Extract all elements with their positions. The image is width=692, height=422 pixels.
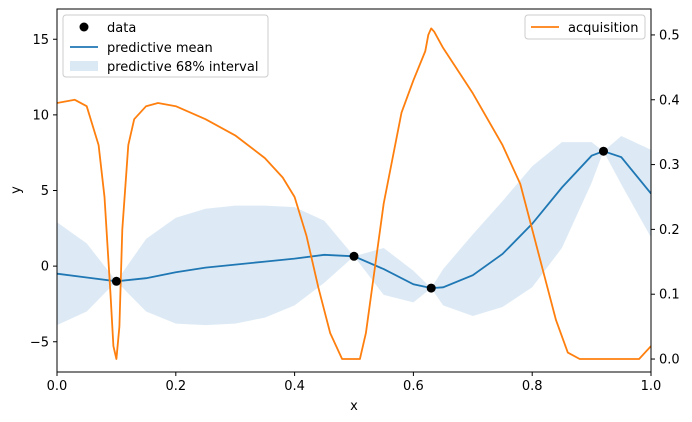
y-tick-label: −5 bbox=[30, 335, 49, 350]
y-axis-label: y bbox=[9, 186, 24, 194]
y-axis-left: −5 0 5 10 15 bbox=[30, 33, 57, 350]
data-points-layer bbox=[111, 146, 608, 293]
legend-interval-label: predictive 68% interval bbox=[107, 60, 258, 75]
acquisition-line bbox=[57, 27, 651, 360]
y-tick-label: 0 bbox=[41, 260, 49, 275]
legend-left-box bbox=[62, 14, 269, 78]
legend-right: acquisition bbox=[524, 14, 646, 40]
y-tick-label: 10 bbox=[32, 108, 49, 123]
x-tick-label: 0.4 bbox=[284, 379, 305, 394]
y-axis-right: 0.0 0.1 0.2 0.3 0.4 0.5 bbox=[651, 28, 680, 368]
x-axis-label: x bbox=[350, 399, 358, 414]
interval-band-layer bbox=[57, 136, 651, 326]
legend-acquisition-label: acquisition bbox=[568, 21, 639, 36]
y2-tick-label: 0.4 bbox=[659, 93, 680, 108]
mean-line bbox=[57, 150, 651, 290]
x-tick-label: 0.0 bbox=[47, 379, 68, 394]
y2-tick-label: 0.1 bbox=[659, 288, 680, 303]
x-tick-label: 0.6 bbox=[403, 379, 424, 394]
data-point bbox=[426, 283, 436, 293]
y2-tick-label: 0.3 bbox=[659, 158, 680, 173]
legend-interval-swatch bbox=[70, 61, 98, 71]
y2-tick-label: 0.0 bbox=[659, 353, 680, 368]
x-tick-label: 1.0 bbox=[641, 379, 662, 394]
legend-mean-label: predictive mean bbox=[107, 41, 213, 56]
x-axis: 0.0 0.2 0.4 0.6 0.8 1.0 bbox=[47, 372, 662, 394]
mean-line-layer bbox=[57, 150, 651, 290]
acquisition-line-layer bbox=[57, 27, 651, 360]
legend-data-label: data bbox=[107, 21, 136, 36]
y2-tick-label: 0.2 bbox=[659, 223, 680, 238]
legend-data-marker bbox=[79, 22, 89, 32]
x-tick-label: 0.8 bbox=[522, 379, 543, 394]
legend-left: data predictive mean predictive 68% inte… bbox=[62, 14, 269, 78]
legend-right-box bbox=[524, 14, 646, 40]
x-tick-label: 0.2 bbox=[165, 379, 186, 394]
y2-tick-label: 0.5 bbox=[659, 28, 680, 43]
y-tick-label: 15 bbox=[32, 33, 49, 48]
data-point bbox=[599, 146, 608, 156]
data-point bbox=[111, 276, 121, 286]
data-point bbox=[349, 251, 359, 261]
interval-band bbox=[57, 136, 651, 326]
y-tick-label: 5 bbox=[41, 184, 49, 199]
